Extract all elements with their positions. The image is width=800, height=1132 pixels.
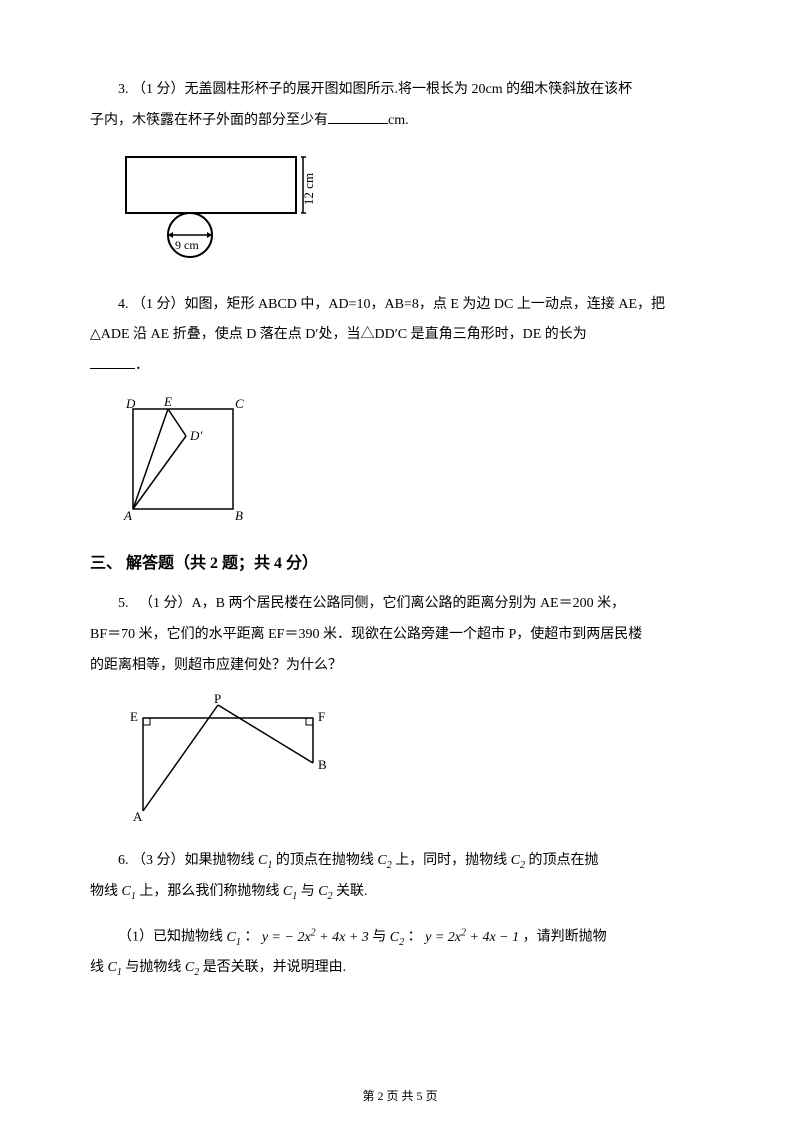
svg-text:D: D [125,396,136,411]
q6-sub2b: 与抛物线 [122,960,185,975]
q5-figure: E F P A B [118,693,710,828]
question-4: 4. （1 分）如图，矩形 ABCD 中，AD=10，AB=8，点 E 为边 D… [90,290,710,529]
q4-points: （1 分） [132,297,185,312]
q6-line2: 物线 C1 上，那么我们称抛物线 C1 与 C2 关联. [90,877,710,908]
question-3: 3. （1 分）无盖圆柱形杯子的展开图如图所示.将一根长为 20cm 的细木筷斜… [90,75,710,272]
svg-text:A: A [123,508,132,523]
q6-line1: 6. （3 分）如果抛物线 C1 的顶点在抛物线 C2 上，同时，抛物线 C2 … [90,846,710,877]
q6-number: 6. [118,853,129,868]
q6-text2d: 关联. [333,884,368,899]
question-5: 5. （1 分）A，B 两个居民楼在公路同侧，它们离公路的距离分别为 AE＝20… [90,589,710,828]
q4-period: ． [135,358,149,373]
q5-line3: 的距离相等，则超市应建何处？为什么？ [90,651,710,682]
q4-figure: D E C D′ A B [118,394,710,529]
q6-sub1d: ： [404,930,425,945]
svg-text:A: A [133,809,143,823]
svg-text:F: F [318,709,325,724]
q6-sub2c: 是否关联，并说明理由. [199,960,346,975]
q6-text2a: 物线 [90,884,122,899]
fold-rectangle-diagram: D E C D′ A B [118,394,258,524]
q6-sub2-c2: C2 [185,960,199,975]
svg-text:B: B [235,508,243,523]
supermarket-diagram: E F P A B [118,693,348,823]
q4-line2: △ADE 沿 AE 折叠，使点 D 落在点 D′处，当△DD′C 是直角三角形时… [90,320,710,351]
q5-text3: 的距离相等，则超市应建何处？为什么？ [90,658,342,673]
q6-eq1: y = − 2x2 + 4x + 3 [262,930,369,945]
q5-line2: BF＝70 米，它们的水平距离 EF＝390 米．现欲在公路旁建一个超市 P，使… [90,620,710,651]
q6-sub1-line2: 线 C1 与抛物线 C2 是否关联，并说明理由. [90,953,710,984]
q6-c1-3: C1 [283,884,297,899]
q3-blank [328,108,388,124]
q6-text2c: 与 [297,884,318,899]
q4-text2: △ADE 沿 AE 折叠，使点 D 落在点 D′处，当△DD′C 是直角三角形时… [90,327,587,342]
q6-c1-2: C1 [122,884,136,899]
q5-text1: A，B 两个居民楼在公路同侧，它们离公路的距离分别为 AE＝200 米， [192,596,626,611]
svg-text:P: P [214,693,221,706]
q6-sub1-line1: （1）已知抛物线 C1 ： y = − 2x2 + 4x + 3 与 C2 ： … [90,922,710,953]
q4-line3: ． [90,351,710,382]
q6-c1-1: C1 [258,853,272,868]
q4-number: 4. [118,297,129,312]
q6-sub1b: ： [241,930,262,945]
q3-line1: 3. （1 分）无盖圆柱形杯子的展开图如图所示.将一根长为 20cm 的细木筷斜… [90,75,710,106]
q5-number: 5. [118,596,129,611]
q3-figure: 12 cm 9 cm [118,149,710,272]
q6-text2b: 上，那么我们称抛物线 [136,884,283,899]
q6-sub1-c1: C1 [227,930,241,945]
q6-sub1c: 与 [369,930,390,945]
svg-text:C: C [235,396,244,411]
q3-line2: 子内，木筷露在杯子外面的部分至少有 cm. [90,106,710,137]
page-footer: 第 2 页 共 5 页 [0,1087,800,1104]
svg-text:9 cm: 9 cm [175,238,199,252]
q6-sub1a: （1）已知抛物线 [118,930,227,945]
q5-line1: 5. （1 分）A，B 两个居民楼在公路同侧，它们离公路的距离分别为 AE＝20… [90,589,710,620]
q6-eq2: y = 2x2 + 4x − 1 [425,930,519,945]
q6-sub1-c2: C2 [390,930,404,945]
q6-sub1e: ，请判断抛物 [519,930,607,945]
q6-c2-1: C2 [377,853,391,868]
q3-unit: cm. [388,113,409,128]
q6-sub2a: 线 [90,960,108,975]
q4-blank [90,353,135,369]
svg-text:E: E [163,394,172,409]
q6-c2-2: C2 [511,853,525,868]
q6-text1c: 上，同时，抛物线 [392,853,511,868]
q3-points: （1 分） [132,82,185,97]
q6-sub2-c1: C1 [108,960,122,975]
q6-text1a: 如果抛物线 [185,853,259,868]
q4-text1: 如图，矩形 ABCD 中，AD=10，AB=8，点 E 为边 DC 上一动点，连… [185,297,666,312]
q6-text1d: 的顶点在抛 [525,853,599,868]
q5-points: （1 分） [139,596,192,611]
q5-text2: BF＝70 米，它们的水平距离 EF＝390 米．现欲在公路旁建一个超市 P，使… [90,627,642,642]
q3-text2: 子内，木筷露在杯子外面的部分至少有 [90,113,328,128]
q6-c2-3: C2 [318,884,332,899]
svg-text:E: E [130,709,138,724]
q6-points: （3 分） [132,853,185,868]
q3-text1: 无盖圆柱形杯子的展开图如图所示.将一根长为 20cm 的细木筷斜放在该杯 [185,82,633,97]
svg-text:B: B [318,757,327,772]
section-3-heading: 三、 解答题（共 2 题；共 4 分） [90,549,710,573]
q6-text1b: 的顶点在抛物线 [272,853,377,868]
svg-text:D′: D′ [189,428,202,443]
q3-number: 3. [118,82,129,97]
q4-line1: 4. （1 分）如图，矩形 ABCD 中，AD=10，AB=8，点 E 为边 D… [90,290,710,321]
cylinder-unfold-diagram: 12 cm 9 cm [118,149,328,267]
question-6: 6. （3 分）如果抛物线 C1 的顶点在抛物线 C2 上，同时，抛物线 C2 … [90,846,710,984]
